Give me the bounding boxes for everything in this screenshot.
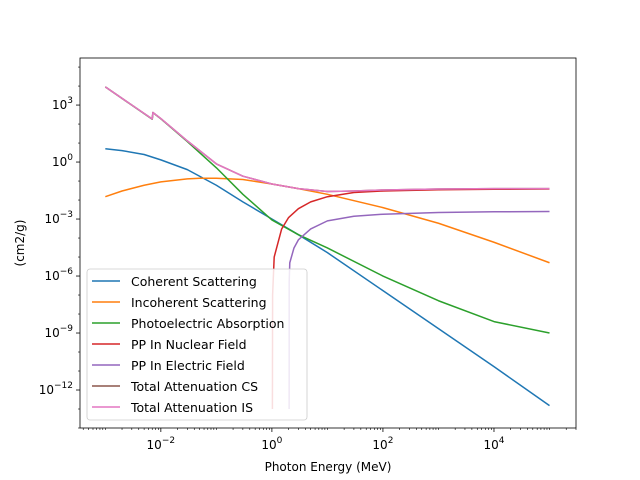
legend: Coherent Scattering Incoherent Scattering… [86, 268, 308, 421]
series-line-0 [105, 148, 550, 407]
x-axis-label: Photon Energy (MeV) [265, 460, 392, 474]
series-line-4 [288, 210, 550, 410]
y-axis-label: (cm2/g) [13, 220, 27, 267]
legend-label: Incoherent Scattering [131, 295, 267, 310]
legend-label: Coherent Scattering [131, 274, 257, 289]
series-line-1 [105, 177, 550, 264]
series-layer [104, 86, 550, 410]
legend-label: Total Attenuation IS [130, 400, 253, 415]
legend-label: Photoelectric Absorption [131, 316, 284, 331]
plot-frame [79, 57, 577, 429]
legend-label: PP In Nuclear Field [131, 337, 247, 352]
legend-label: PP In Electric Field [131, 358, 245, 373]
legend-box [86, 268, 308, 421]
series-line-6 [104, 86, 550, 193]
legend-label: Total Attenuation CS [130, 379, 258, 394]
